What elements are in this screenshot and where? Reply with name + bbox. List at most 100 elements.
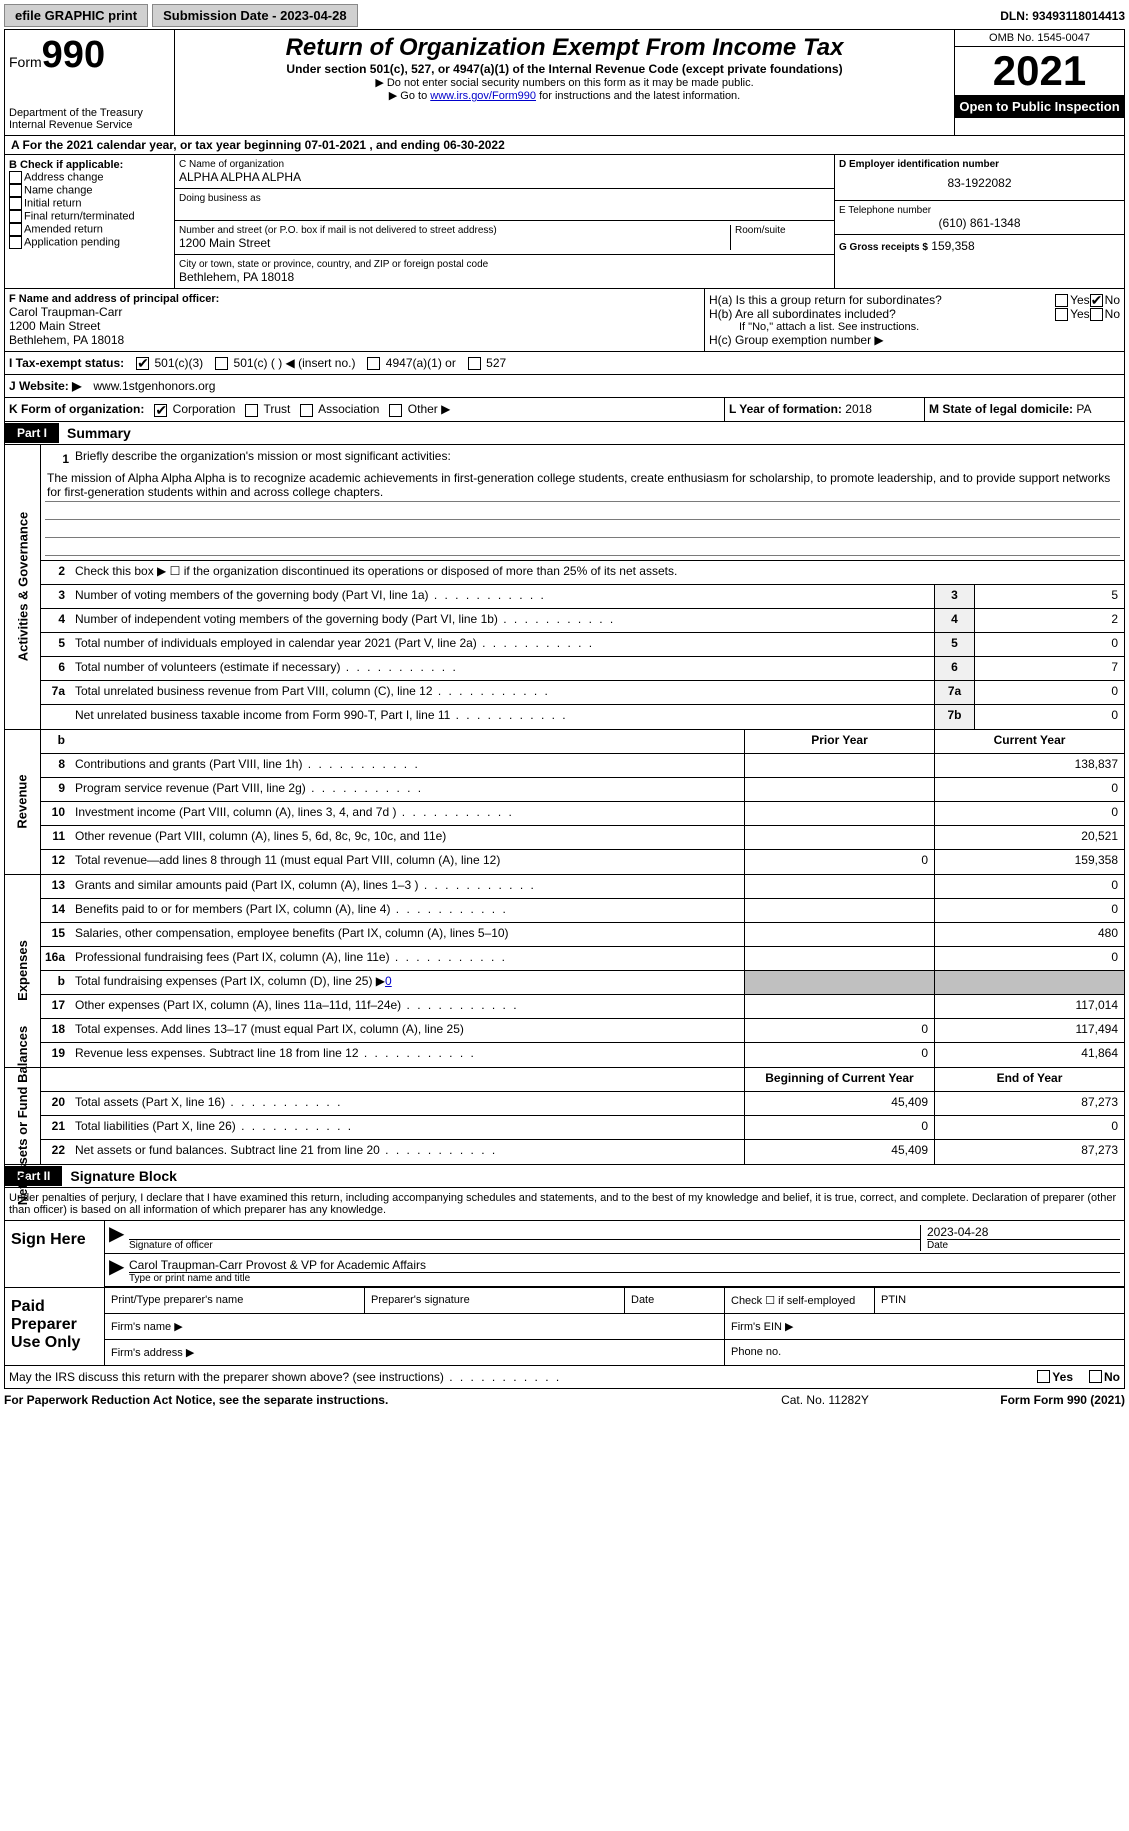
form-footer: Form Form 990 (2021) <box>925 1393 1125 1407</box>
irs-link[interactable]: www.irs.gov/Form990 <box>430 90 536 102</box>
mission-label: Briefly describe the organization's miss… <box>75 449 451 469</box>
line13-current: 0 <box>934 875 1124 898</box>
hc-label: H(c) Group exemption number ▶ <box>709 333 1120 347</box>
mission-blank1 <box>45 502 1120 520</box>
name-label: C Name of organization <box>179 159 830 170</box>
preparer-label: Paid Preparer Use Only <box>5 1288 105 1365</box>
hb-no[interactable] <box>1090 308 1103 321</box>
line10: Investment income (Part VIII, column (A)… <box>71 802 744 825</box>
efile-button[interactable]: efile GRAPHIC print <box>4 4 148 27</box>
form-subtitle: Under section 501(c), 527, or 4947(a)(1)… <box>179 62 950 76</box>
line6-val: 7 <box>974 657 1124 680</box>
discuss-no[interactable] <box>1089 1370 1102 1383</box>
year-form-label: L Year of formation: <box>729 402 842 416</box>
line16a-current: 0 <box>934 947 1124 970</box>
check-name[interactable] <box>9 184 22 197</box>
revenue-section: Revenue bPrior YearCurrent Year 8Contrib… <box>4 730 1125 875</box>
officer-label: F Name and address of principal officer: <box>9 293 700 305</box>
check-pending[interactable] <box>9 236 22 249</box>
mission-blank2 <box>45 520 1120 538</box>
ein: 83-1922082 <box>839 170 1120 196</box>
sig-officer-label: Signature of officer <box>129 1239 920 1251</box>
part1-label: Part I <box>5 423 59 443</box>
prep-ptin-label: PTIN <box>875 1288 1124 1313</box>
sig-date: 2023-04-28 <box>927 1225 1120 1239</box>
ein-label: D Employer identification number <box>839 159 1120 170</box>
footer: For Paperwork Reduction Act Notice, see … <box>4 1389 1125 1411</box>
discuss-yes-label: Yes <box>1052 1370 1073 1384</box>
opt-501c: 501(c) ( ) ◀ (insert no.) <box>234 356 356 370</box>
check-trust[interactable] <box>245 404 258 417</box>
line15-current: 480 <box>934 923 1124 946</box>
line4: Number of independent voting members of … <box>71 609 934 632</box>
tax-year: 2021 <box>955 47 1124 95</box>
dept: Department of the Treasury <box>9 107 170 119</box>
check-501c[interactable] <box>215 357 228 370</box>
check-501c3[interactable] <box>136 357 149 370</box>
phone: (610) 861-1348 <box>839 216 1120 230</box>
hb-label: H(b) Are all subordinates included? <box>709 307 1055 321</box>
line14-prior <box>744 899 934 922</box>
row-k: K Form of organization: Corporation Trus… <box>4 398 1125 421</box>
line12-prior: 0 <box>744 850 934 874</box>
arrow-icon2: ▶ <box>109 1254 124 1279</box>
line17-prior <box>744 995 934 1018</box>
form-label: Form <box>9 54 42 70</box>
line16a: Professional fundraising fees (Part IX, … <box>71 947 744 970</box>
line18: Total expenses. Add lines 13–17 (must eq… <box>71 1019 744 1042</box>
street: 1200 Main Street <box>179 236 730 250</box>
line12-current: 159,358 <box>934 850 1124 874</box>
line16b-text: Total fundraising expenses (Part IX, col… <box>75 974 385 988</box>
discuss-yes[interactable] <box>1037 1370 1050 1383</box>
line11: Other revenue (Part VIII, column (A), li… <box>71 826 744 849</box>
submission-button[interactable]: Submission Date - 2023-04-28 <box>152 4 358 27</box>
ha-no[interactable] <box>1090 294 1103 307</box>
part2-bar: Part II Signature Block <box>4 1165 1125 1188</box>
check-4947[interactable] <box>367 357 380 370</box>
line18-prior: 0 <box>744 1019 934 1042</box>
line4-val: 2 <box>974 609 1124 632</box>
line15: Salaries, other compensation, employee b… <box>71 923 744 946</box>
section-a: A For the 2021 calendar year, or tax yea… <box>4 136 1125 155</box>
check-amended[interactable] <box>9 223 22 236</box>
check-assoc[interactable] <box>300 404 313 417</box>
opt-assoc: Association <box>318 402 379 416</box>
netassets-section: Net Assets or Fund Balances Beginning of… <box>4 1068 1125 1165</box>
officer-street: 1200 Main Street <box>9 319 700 333</box>
org-name: ALPHA ALPHA ALPHA <box>179 170 830 184</box>
check-address[interactable] <box>9 171 22 184</box>
hb-yes[interactable] <box>1055 308 1068 321</box>
tax-status-row: I Tax-exempt status: 501(c)(3) 501(c) ( … <box>4 352 1125 375</box>
expenses-side: Expenses <box>15 940 30 1001</box>
line16b-val: 0 <box>385 974 392 988</box>
gross: 159,358 <box>931 239 974 253</box>
current-header: Current Year <box>934 730 1124 753</box>
line3: Number of voting members of the governin… <box>71 585 934 608</box>
line7b-val: 0 <box>974 705 1124 729</box>
line14: Benefits paid to or for members (Part IX… <box>71 899 744 922</box>
check-final[interactable] <box>9 210 22 223</box>
line8: Contributions and grants (Part VIII, lin… <box>71 754 744 777</box>
line20-current: 87,273 <box>934 1092 1124 1115</box>
check-other[interactable] <box>389 404 402 417</box>
check-initial[interactable] <box>9 197 22 210</box>
line17-current: 117,014 <box>934 995 1124 1018</box>
officer-city: Bethlehem, PA 18018 <box>9 333 700 347</box>
part2-title: Signature Block <box>62 1165 185 1187</box>
form-footer-val: Form 990 (2021) <box>1034 1393 1125 1407</box>
cat-no: Cat. No. 11282Y <box>725 1393 925 1407</box>
type-label: Type or print name and title <box>129 1272 1120 1284</box>
date-label: Date <box>927 1239 1120 1251</box>
begin-header: Beginning of Current Year <box>744 1068 934 1091</box>
check-corp[interactable] <box>154 404 167 417</box>
discuss-text: May the IRS discuss this return with the… <box>9 1370 1037 1384</box>
ha-yes[interactable] <box>1055 294 1068 307</box>
dln: DLN: 93493118014413 <box>1000 9 1125 23</box>
opt-other: Other ▶ <box>408 402 451 416</box>
opt-pending: Application pending <box>24 236 120 248</box>
row-fg: F Name and address of principal officer:… <box>4 289 1125 352</box>
check-527[interactable] <box>468 357 481 370</box>
mission-blank3 <box>45 538 1120 556</box>
omb-number: OMB No. 1545-0047 <box>955 30 1124 47</box>
discuss-no-label: No <box>1104 1370 1120 1384</box>
